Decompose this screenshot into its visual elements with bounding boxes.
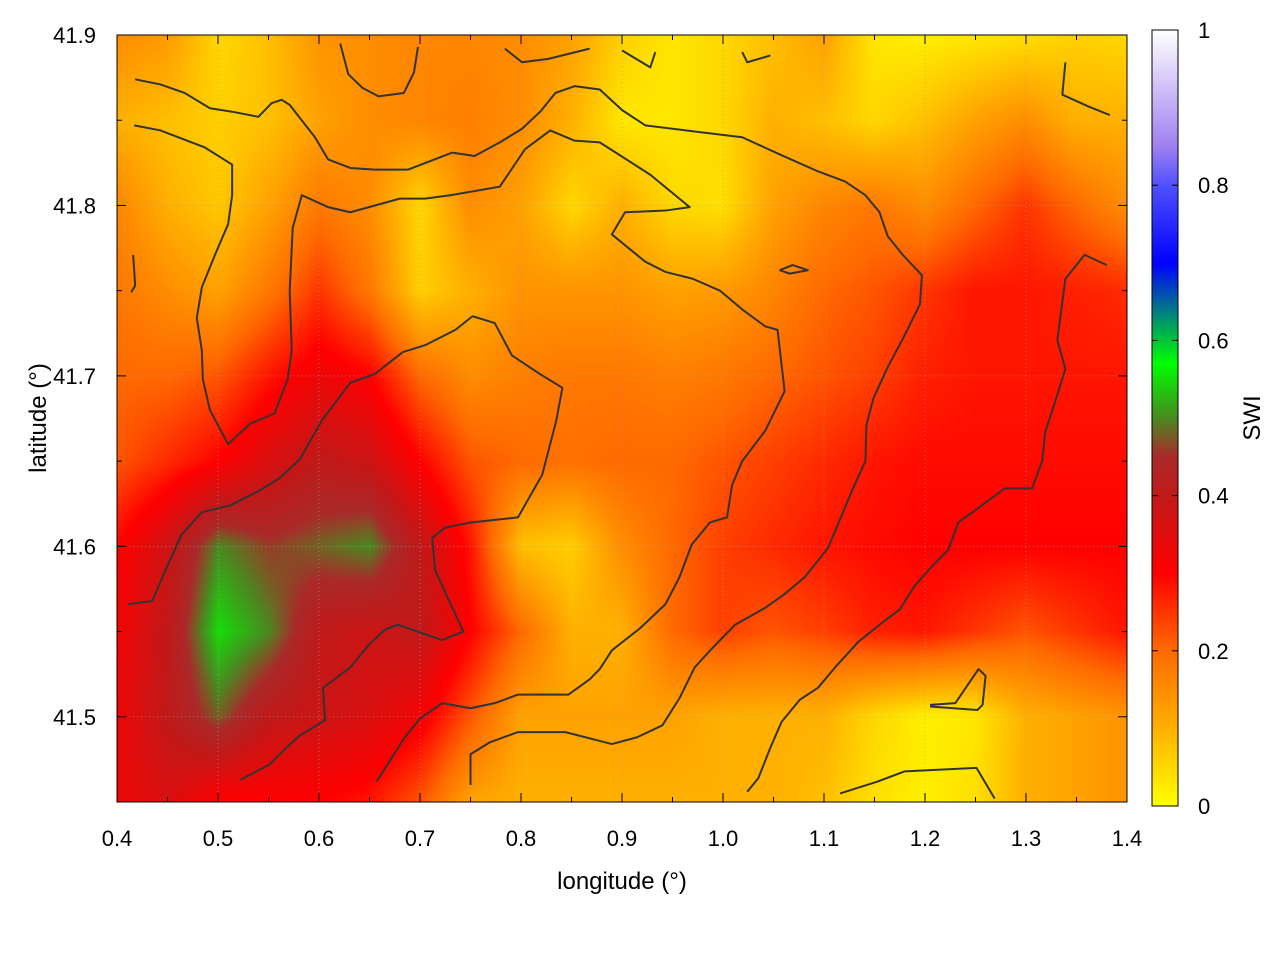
contour-line [1061,62,1111,117]
x-tick-label: 0.4 [102,826,133,851]
x-tick-label: 0.5 [203,826,234,851]
colorbar-tick-label: 0.2 [1198,639,1229,664]
colorbar-frame [1151,29,1179,807]
colorbar-gradient [1152,30,1178,806]
contour-line [134,78,923,785]
y-tick-label: 41.8 [53,193,96,218]
contour-line [779,264,809,275]
colorbar-tick-labels: 0 0.2 0.4 0.6 0.8 1 [1198,18,1229,819]
contour-lines [127,43,1111,800]
contour-line [127,315,564,781]
contour-line [339,43,419,98]
colorbar-tick-label: 0 [1198,794,1210,819]
grid-lines [116,34,1128,802]
x-tick-label: 1.4 [1112,826,1143,851]
x-tick-label: 0.8 [506,826,537,851]
y-tick-label: 41.5 [53,705,96,730]
colorbar-tick-label: 0.6 [1198,328,1229,353]
plot-frame [116,34,1128,803]
contour-line [130,254,137,293]
contour-line [929,668,987,711]
x-tick-label: 0.9 [607,826,638,851]
colorbar-tick-label: 1 [1198,18,1210,43]
x-tick-label: 0.6 [304,826,335,851]
contour-line [746,253,1108,793]
contour-line [621,49,657,69]
x-tick-label: 0.7 [405,826,436,851]
x-tick-label: 1.3 [1011,826,1042,851]
y-tick-label: 41.7 [53,364,96,389]
x-tick-label: 1.0 [708,826,739,851]
y-tick-label: 41.6 [53,534,96,559]
y-tick-label: 41.9 [53,23,96,48]
contour-line [839,766,996,800]
x-tick-labels: 0.4 0.5 0.6 0.7 0.8 0.9 1.0 1.1 1.2 1.3 1.4 [102,826,1143,851]
contour-line [741,51,771,64]
x-axis-label: longitude (°) [557,868,687,895]
y-tick-labels: 41.5 41.6 41.7 41.8 41.9 [53,23,96,730]
heatmap-image [117,35,1127,802]
y-axis-label: latitude (°) [25,363,52,473]
x-tick-label: 1.2 [910,826,941,851]
axis-ticks [116,29,1178,807]
x-tick-label: 1.1 [809,826,840,851]
colorbar-label: SWI [1239,395,1266,440]
colorbar-tick-label: 0.4 [1198,484,1229,509]
contour-line [504,47,590,64]
contour-line [133,124,786,783]
colorbar-tick-label: 0.8 [1198,173,1229,198]
